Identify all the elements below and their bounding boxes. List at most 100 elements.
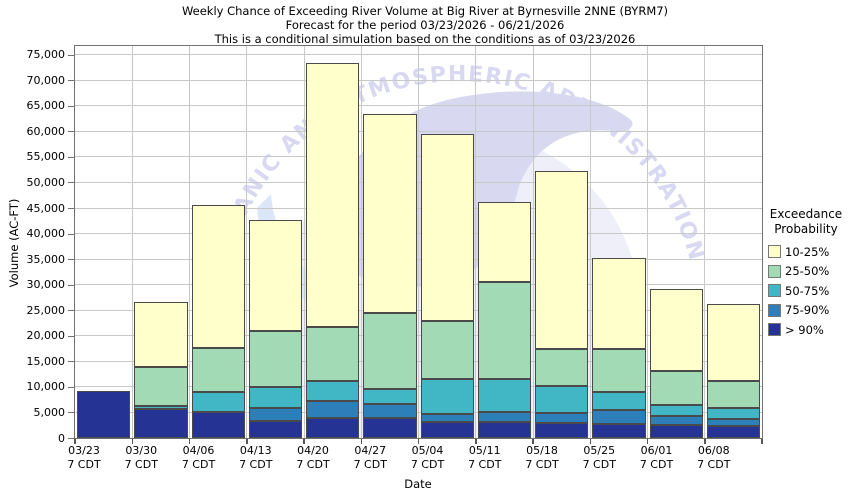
- x-axis-tick: [417, 439, 420, 444]
- x-tick-label: 03/30 7 CDT: [109, 444, 173, 471]
- x-axis-tick: [74, 439, 76, 444]
- bar-segment-5075: [134, 405, 188, 410]
- y-tick-label: 30,000: [26, 278, 66, 292]
- x-axis-tick: [761, 439, 763, 444]
- x-tick-label-time: 7 CDT: [410, 457, 445, 471]
- y-tick-label: 70,000: [26, 73, 66, 87]
- bar-segment-5075: [592, 391, 646, 410]
- y-axis-tick: [68, 105, 75, 107]
- y-tick-label: 20,000: [26, 329, 66, 343]
- bar-segment-7590: [363, 404, 417, 418]
- y-tick-label: 15,000: [26, 354, 66, 368]
- x-axis-tick: [475, 439, 477, 444]
- x-axis-tick: [131, 439, 133, 444]
- y-axis-tick: [68, 80, 75, 82]
- bar-segment-90: [306, 417, 360, 438]
- gridline-vertical: [131, 46, 133, 438]
- x-tick-label-time: 7 CDT: [124, 457, 158, 471]
- x-tick-label-time: 7 CDT: [239, 457, 273, 471]
- y-axis-tick: [68, 386, 75, 388]
- legend: Exceedance Probability 10-25% 25-50% 50-75…: [762, 207, 850, 340]
- y-tick-label: 50,000: [26, 175, 66, 189]
- x-tick-label-date: 04/20: [297, 444, 329, 457]
- y-axis-tick: [68, 412, 75, 414]
- y-axis-tick: [68, 54, 75, 56]
- bar-segment-2550: [420, 321, 474, 380]
- bar-segment-90: [191, 412, 245, 438]
- bar-segment-1025: [248, 220, 302, 332]
- bar-segment-5075: [306, 381, 360, 402]
- x-tick-label-time: 7 CDT: [353, 457, 387, 471]
- x-axis-tick: [188, 439, 191, 444]
- legend-swatch-icon: [768, 284, 781, 298]
- chart-title: Weekly Chance of Exceeding River Volume …: [181, 4, 669, 18]
- gridline-vertical: [647, 46, 648, 438]
- bar-segment-7590: [306, 401, 360, 418]
- x-tick-label-date: 03/23: [68, 444, 100, 457]
- x-tick-label-date: 06/08: [697, 444, 730, 457]
- bar-segment-7590: [248, 407, 302, 421]
- x-tick-label: 05/04 7 CDT: [396, 444, 460, 471]
- bar-segment-7590: [477, 412, 531, 423]
- chart-subtitle-note: This is a conditional simulation based o…: [214, 32, 636, 46]
- bar-segment-90: [535, 422, 589, 438]
- y-axis-tick: [68, 310, 75, 312]
- x-tick-label: 05/11 7 CDT: [453, 444, 517, 471]
- bar-segment-1025: [477, 202, 531, 282]
- gridline-vertical: [704, 46, 706, 438]
- bar-segment-1025: [420, 133, 474, 322]
- bar-segment-7590: [706, 419, 760, 427]
- y-tick-label: 60,000: [26, 124, 66, 138]
- bar-segment-5075: [477, 379, 531, 413]
- bar-segment-2550: [706, 381, 760, 409]
- legend-title-line2: Probability: [774, 222, 838, 236]
- bar-segment-7590: [420, 414, 474, 423]
- x-tick-label-time: 7 CDT: [639, 457, 674, 471]
- legend-swatch-icon: [768, 303, 781, 317]
- bar-segment-1025: [191, 205, 245, 349]
- x-tick-label: 05/25 7 CDT: [567, 444, 631, 471]
- legend-swatch-icon: [768, 264, 781, 278]
- chart-subtitle-period: Forecast for the period 03/23/2026 - 06/…: [285, 18, 565, 32]
- x-tick-label: 04/06 7 CDT: [167, 444, 231, 471]
- y-axis-tick: [68, 156, 75, 158]
- legend-item-label: 75-90%: [785, 303, 830, 318]
- y-tick-label: 40,000: [26, 227, 66, 241]
- gridline-vertical: [246, 46, 248, 438]
- y-tick-label: 10,000: [26, 380, 66, 394]
- bar-segment-7590: [649, 415, 703, 425]
- legend-title-line1: Exceedance: [769, 207, 843, 221]
- y-axis-tick: [68, 438, 75, 439]
- x-axis-tick: [532, 439, 534, 444]
- bar-segment-90: [420, 422, 474, 438]
- bar-segment-1025: [363, 113, 417, 314]
- bar-segment-90: [592, 423, 646, 438]
- bar-segment-1025: [134, 302, 188, 368]
- bar-segment-2550: [306, 326, 360, 382]
- gridline-vertical: [303, 46, 305, 438]
- x-axis-tick: [303, 439, 305, 444]
- legend-item-label: > 90%: [785, 322, 824, 337]
- y-tick-label: 25,000: [26, 303, 66, 317]
- x-tick-label-date: 06/01: [640, 444, 673, 457]
- bar-segment-90: [77, 390, 131, 438]
- bar-segment-5075: [649, 405, 703, 416]
- gridline-vertical: [589, 46, 591, 438]
- bar-segment-5075: [191, 391, 245, 413]
- legend-item: > 90%: [768, 320, 850, 340]
- chart-title-block: Weekly Chance of Exceeding River Volume …: [0, 4, 850, 46]
- bar-segment-90: [706, 426, 760, 438]
- x-axis-tick: [589, 439, 591, 444]
- legend-swatch-icon: [768, 323, 781, 337]
- y-axis-tick: [68, 233, 75, 235]
- gridline-vertical: [475, 46, 477, 438]
- x-axis-tick: [646, 439, 649, 444]
- x-tick-label-time: 7 CDT: [468, 457, 502, 471]
- x-tick-label: 04/27 7 CDT: [338, 444, 402, 471]
- gridline-vertical: [418, 46, 419, 438]
- bar-segment-2550: [649, 371, 703, 406]
- y-axis-tick: [68, 259, 75, 261]
- y-axis-tick: [68, 284, 75, 286]
- y-axis-tick: [68, 361, 75, 363]
- x-tick-label: 03/23 7 CDT: [52, 444, 116, 471]
